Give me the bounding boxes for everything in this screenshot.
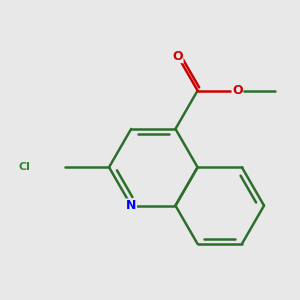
Text: O: O [172, 50, 183, 63]
Text: Cl: Cl [19, 162, 31, 172]
Text: O: O [232, 84, 243, 97]
Text: N: N [126, 199, 136, 212]
